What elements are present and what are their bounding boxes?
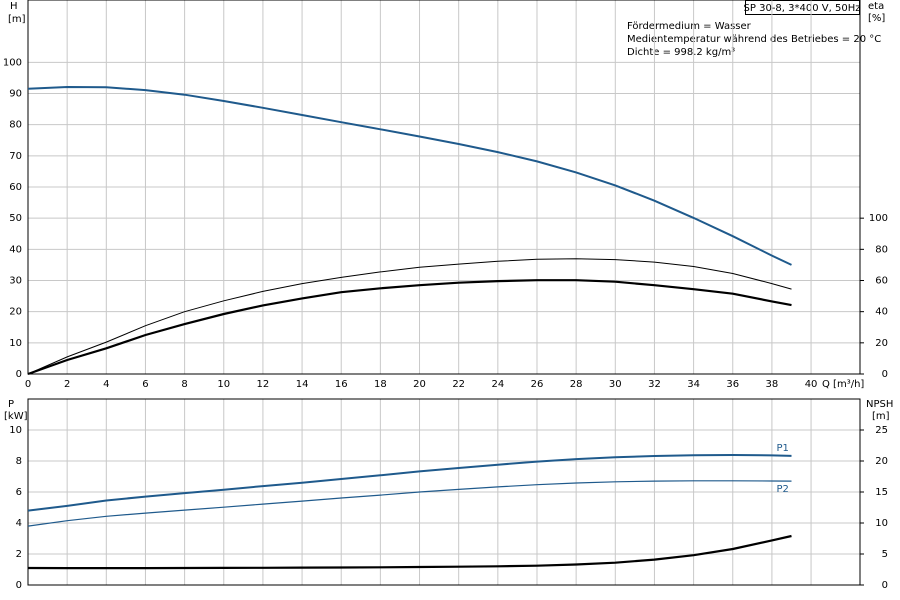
x-tick-label: 18 bbox=[374, 379, 387, 390]
plot-frame bbox=[27, 398, 861, 586]
x-tick-label: 38 bbox=[766, 379, 779, 390]
y-axis-title: H bbox=[10, 1, 18, 12]
y2-tick-label: 100 bbox=[869, 213, 888, 224]
y-tick-label: 10 bbox=[9, 425, 22, 436]
y-tick-label: 60 bbox=[9, 182, 22, 193]
x-tick-label: 4 bbox=[103, 379, 109, 390]
y-tick-label: 30 bbox=[9, 276, 22, 287]
y2-axis-title: NPSH bbox=[866, 399, 893, 410]
y2-tick-label: 0 bbox=[882, 369, 888, 380]
y2-tick-label: 10 bbox=[875, 518, 888, 529]
y-axis-unit: [m] bbox=[8, 14, 26, 25]
y2-tick-label: 15 bbox=[875, 487, 888, 498]
x-tick-label: 8 bbox=[181, 379, 187, 390]
y-tick-label: 40 bbox=[9, 244, 22, 255]
x-tick-label: 2 bbox=[64, 379, 70, 390]
annotation: Medientemperatur während des Betriebes =… bbox=[627, 34, 881, 45]
x-tick-label: 10 bbox=[217, 379, 230, 390]
y2-axis-unit: [m] bbox=[872, 411, 890, 422]
y2-tick-label: 5 bbox=[882, 549, 888, 560]
x-tick-label: 16 bbox=[335, 379, 348, 390]
y2-tick-label: 0 bbox=[882, 580, 888, 591]
y-tick-label: 50 bbox=[9, 213, 22, 224]
y-tick-label: 6 bbox=[16, 487, 22, 498]
y-tick-label: 4 bbox=[16, 518, 22, 529]
y2-tick-label: 20 bbox=[875, 456, 888, 467]
x-tick-label: 14 bbox=[296, 379, 309, 390]
series-line bbox=[27, 480, 792, 527]
y-tick-label: 0 bbox=[16, 580, 22, 591]
series-label: P2 bbox=[776, 484, 788, 495]
y2-tick-label: 20 bbox=[875, 338, 888, 349]
y-tick-label: 2 bbox=[16, 549, 22, 560]
x-tick-label: 32 bbox=[648, 379, 661, 390]
annotation: Dichte = 998.2 kg/m³ bbox=[627, 47, 735, 58]
series-line bbox=[27, 279, 792, 376]
x-tick-label: 36 bbox=[726, 379, 739, 390]
y-tick-label: 100 bbox=[3, 57, 22, 68]
y-axis-unit: [kW] bbox=[4, 411, 28, 422]
model-label: SP 30-8, 3*400 V, 50Hz bbox=[744, 3, 861, 14]
x-tick-label: 34 bbox=[687, 379, 700, 390]
x-axis-title: Q [m³/h] bbox=[822, 379, 864, 390]
y2-tick-label: 80 bbox=[875, 244, 888, 255]
series-label: P1 bbox=[776, 443, 788, 454]
y-tick-label: 70 bbox=[9, 151, 22, 162]
y2-axis-title: eta bbox=[868, 1, 884, 12]
x-tick-label: 20 bbox=[413, 379, 426, 390]
x-tick-label: 26 bbox=[531, 379, 544, 390]
series-line bbox=[27, 258, 792, 375]
x-tick-label: 40 bbox=[805, 379, 818, 390]
y2-tick-label: 40 bbox=[875, 307, 888, 318]
y-tick-label: 90 bbox=[9, 89, 22, 100]
x-tick-label: 0 bbox=[25, 379, 31, 390]
y-tick-label: 10 bbox=[9, 338, 22, 349]
y-tick-label: 8 bbox=[16, 456, 22, 467]
y-tick-label: 80 bbox=[9, 120, 22, 131]
y2-tick-label: 25 bbox=[875, 425, 888, 436]
y-axis-title: P bbox=[8, 399, 14, 410]
series-line bbox=[27, 453, 792, 512]
x-tick-label: 12 bbox=[257, 379, 270, 390]
plot-frame bbox=[27, 0, 861, 375]
y-tick-label: 0 bbox=[16, 369, 22, 380]
y2-axis-unit: [%] bbox=[868, 13, 885, 24]
x-tick-label: 22 bbox=[452, 379, 465, 390]
y-tick-label: 20 bbox=[9, 307, 22, 318]
series-line bbox=[27, 85, 792, 266]
x-tick-label: 6 bbox=[142, 379, 148, 390]
x-tick-label: 24 bbox=[491, 379, 504, 390]
series-line bbox=[27, 534, 792, 570]
x-tick-label: 28 bbox=[570, 379, 583, 390]
y2-tick-label: 60 bbox=[875, 276, 888, 287]
annotation: Fördermedium = Wasser bbox=[627, 21, 752, 32]
x-tick-label: 30 bbox=[609, 379, 622, 390]
